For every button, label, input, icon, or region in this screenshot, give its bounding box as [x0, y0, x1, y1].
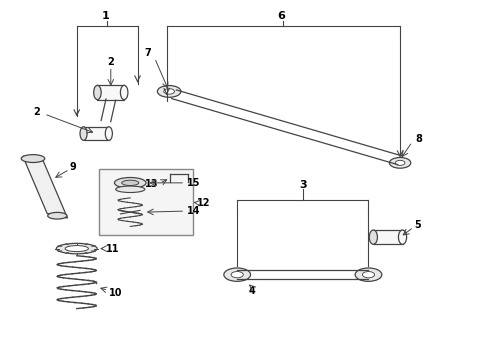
Text: 6: 6 [277, 11, 285, 21]
Ellipse shape [21, 155, 45, 162]
Ellipse shape [362, 271, 374, 278]
Ellipse shape [120, 85, 128, 100]
Ellipse shape [56, 243, 97, 254]
Text: 8: 8 [414, 134, 421, 144]
Text: 2: 2 [33, 107, 40, 117]
Text: 14: 14 [187, 206, 200, 216]
Ellipse shape [116, 186, 144, 193]
Ellipse shape [163, 89, 174, 94]
Ellipse shape [65, 246, 88, 252]
Ellipse shape [368, 230, 377, 244]
Text: 2: 2 [107, 57, 114, 67]
Text: 10: 10 [109, 288, 122, 297]
Text: 3: 3 [299, 180, 306, 190]
Text: 7: 7 [143, 48, 150, 58]
Ellipse shape [398, 230, 406, 244]
Ellipse shape [94, 85, 101, 100]
Text: 9: 9 [70, 162, 77, 172]
FancyBboxPatch shape [97, 85, 124, 100]
Ellipse shape [231, 271, 243, 278]
Ellipse shape [170, 178, 187, 186]
Ellipse shape [224, 268, 250, 282]
Ellipse shape [114, 177, 146, 188]
Text: 12: 12 [197, 198, 210, 207]
FancyBboxPatch shape [83, 127, 109, 140]
Text: 11: 11 [105, 244, 119, 253]
Ellipse shape [122, 180, 139, 185]
Text: 4: 4 [248, 287, 255, 296]
Ellipse shape [47, 212, 67, 219]
Ellipse shape [354, 268, 381, 282]
Text: 13: 13 [145, 179, 159, 189]
Text: 1: 1 [102, 11, 110, 21]
Polygon shape [23, 156, 67, 218]
Ellipse shape [80, 127, 87, 140]
Ellipse shape [157, 86, 181, 97]
FancyBboxPatch shape [372, 230, 402, 244]
Ellipse shape [105, 127, 112, 140]
Text: 5: 5 [414, 220, 421, 230]
Text: 15: 15 [187, 178, 200, 188]
Ellipse shape [388, 157, 410, 168]
Ellipse shape [394, 160, 404, 165]
FancyBboxPatch shape [99, 169, 193, 235]
